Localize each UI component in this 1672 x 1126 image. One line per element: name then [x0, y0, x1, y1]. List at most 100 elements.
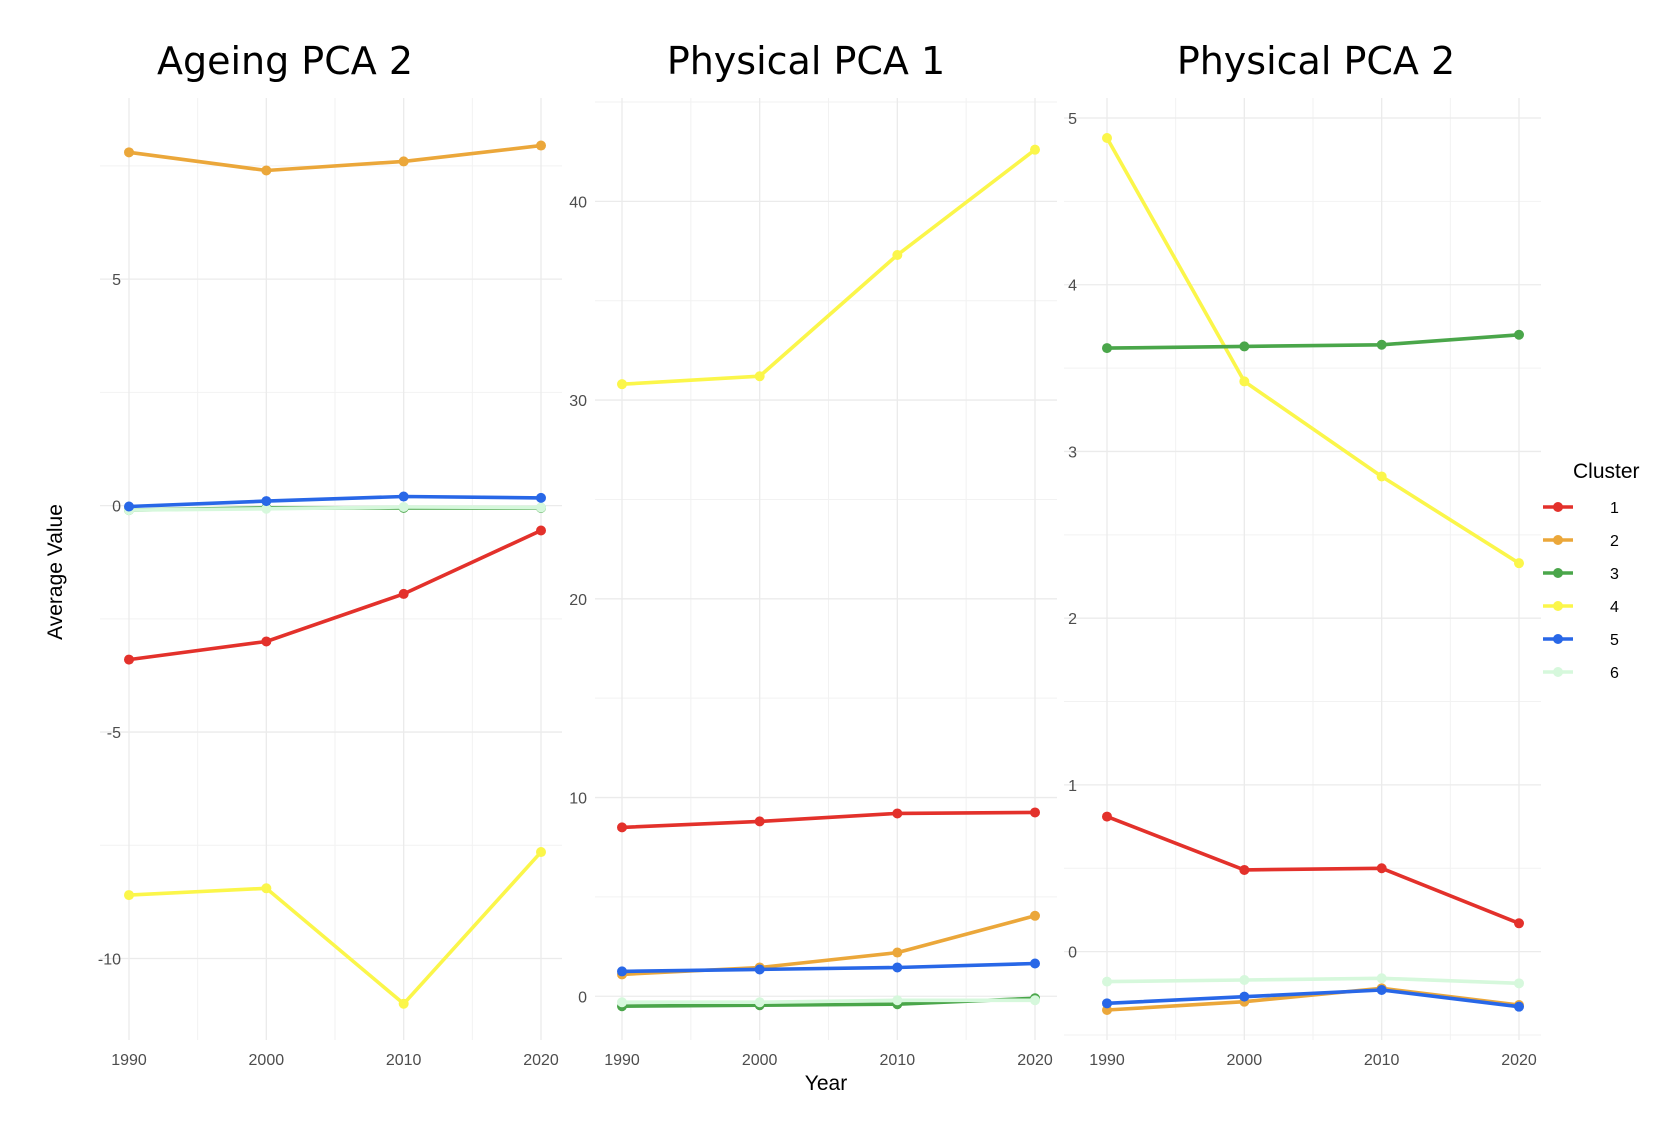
data-point-cluster-4: [892, 250, 903, 260]
data-point-cluster-5: [1102, 998, 1112, 1009]
series-line-cluster-4: [1105, 136, 1521, 566]
data-point-cluster-1: [754, 816, 765, 827]
series-line-cluster-3: [1105, 332, 1521, 350]
x-tick-label: 1990: [1089, 1052, 1125, 1069]
legend-label-6: 6: [1610, 665, 1619, 682]
data-point-cluster-4: [1514, 558, 1524, 569]
data-point-cluster-3: [1514, 329, 1524, 340]
data-point-cluster-6: [1102, 976, 1112, 987]
y-tick-label: -10: [98, 951, 121, 968]
y-tick-label: 0: [578, 989, 587, 1006]
legend-items: 1 2 3 4 5 6: [1543, 500, 1619, 682]
y-tick-label: 30: [569, 393, 587, 410]
series-line-cluster-4: [620, 147, 1037, 387]
data-point-cluster-1: [536, 525, 546, 536]
y-tick-label: 2: [1068, 611, 1077, 628]
data-point-cluster-5: [1030, 958, 1040, 969]
x-tick-label: 2020: [1501, 1052, 1537, 1069]
legend-key-point-4: [1553, 601, 1563, 611]
data-point-cluster-2: [124, 147, 134, 158]
data-point-cluster-5: [398, 491, 409, 502]
data-point-cluster-4: [754, 371, 765, 382]
data-point-cluster-6: [617, 997, 627, 1008]
series-line-cluster-6: [620, 998, 1037, 1005]
data-point-cluster-1: [1102, 811, 1112, 822]
data-point-cluster-5: [1239, 991, 1250, 1002]
x-tick-label: 2010: [386, 1052, 422, 1069]
legend-key-point-5: [1553, 634, 1563, 644]
data-point-cluster-5: [1376, 984, 1387, 995]
data-point-cluster-6: [1376, 973, 1387, 984]
series-line-cluster-1: [127, 528, 543, 662]
y-tick-label: 5: [1068, 111, 1077, 128]
series-line-cluster-5: [127, 494, 543, 509]
y-tick-label: 10: [569, 791, 587, 808]
data-point-cluster-4: [1030, 144, 1040, 155]
x-axis-title: Year: [805, 1072, 847, 1095]
data-point-cluster-4: [124, 890, 134, 901]
panel-title: Physical PCA 1: [667, 39, 945, 83]
y-tick-label: 1: [1068, 778, 1077, 795]
data-point-cluster-3: [1102, 343, 1112, 354]
y-tick-label: 0: [112, 499, 121, 516]
data-point-cluster-4: [261, 883, 272, 894]
legend-title: Cluster: [1573, 460, 1640, 483]
data-point-cluster-1: [398, 588, 409, 599]
data-point-cluster-1: [1376, 863, 1387, 874]
x-tick-label: 2020: [1017, 1052, 1053, 1069]
series-line-cluster-5: [1105, 988, 1521, 1009]
data-point-cluster-4: [1376, 471, 1387, 482]
data-point-cluster-1: [1514, 918, 1524, 929]
data-point-cluster-5: [124, 501, 134, 512]
data-point-cluster-5: [536, 492, 546, 503]
x-tick-label: 2020: [523, 1052, 559, 1069]
y-tick-label: -5: [107, 725, 121, 742]
data-point-cluster-2: [536, 140, 546, 151]
data-point-cluster-1: [1239, 864, 1250, 875]
legend-key-point-1: [1553, 502, 1563, 512]
series-line-cluster-6: [1105, 976, 1521, 986]
legend-label-3: 3: [1610, 566, 1619, 583]
legend-key-point-2: [1553, 535, 1563, 545]
series-line-cluster-4: [127, 850, 543, 1006]
series-line-cluster-2: [127, 143, 543, 173]
y-tick-label: 0: [1068, 945, 1077, 962]
series-line-cluster-1: [620, 810, 1037, 830]
legend-label-1: 1: [1610, 500, 1619, 517]
y-tick-label: 5: [112, 272, 121, 289]
data-point-cluster-1: [261, 636, 272, 647]
x-tick-label: 2010: [1364, 1052, 1400, 1069]
data-point-cluster-3: [1376, 339, 1387, 350]
x-tick-label: 2010: [880, 1052, 916, 1069]
data-point-cluster-4: [1102, 133, 1112, 144]
data-point-cluster-6: [1030, 995, 1040, 1006]
data-point-cluster-1: [1030, 807, 1040, 818]
y-tick-label: 20: [569, 592, 587, 609]
legend: Cluster 1 2 3 4 5 6: [1543, 460, 1640, 682]
x-tick-label: 2000: [1227, 1052, 1263, 1069]
data-point-cluster-4: [617, 379, 627, 390]
data-point-cluster-5: [617, 966, 627, 977]
y-axis-title: Average Value: [44, 504, 67, 640]
panel-3: Physical PCA 2 0 1 2 3 4 5 1990 2000 2010 2020: [1064, 39, 1541, 1069]
data-point-cluster-5: [261, 496, 272, 507]
data-point-cluster-6: [536, 502, 546, 513]
data-point-cluster-5: [1514, 1001, 1524, 1012]
data-point-cluster-6: [261, 503, 272, 514]
data-point-cluster-3: [1239, 341, 1250, 352]
data-point-cluster-4: [398, 998, 409, 1009]
data-point-cluster-5: [754, 964, 765, 975]
x-tick-label: 2000: [249, 1052, 285, 1069]
data-point-cluster-2: [398, 156, 409, 167]
data-point-cluster-2: [261, 165, 272, 176]
data-point-cluster-6: [1514, 978, 1524, 989]
series-line-cluster-1: [1105, 814, 1521, 926]
data-point-cluster-4: [1239, 376, 1250, 387]
data-point-cluster-2: [892, 947, 903, 958]
legend-label-4: 4: [1610, 599, 1619, 616]
panel-2: Physical PCA 1 0 10 20 30 40 1990 2000 2010 2020: [569, 39, 1057, 1069]
x-tick-label: 2000: [742, 1052, 778, 1069]
legend-key-point-6: [1553, 667, 1563, 677]
data-point-cluster-4: [536, 847, 546, 858]
